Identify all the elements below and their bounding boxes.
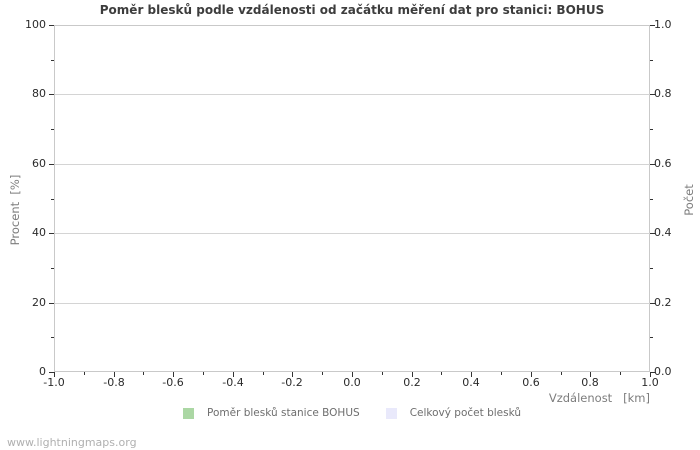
- y-tick-label-left: 20: [32, 296, 46, 309]
- x-minor-tick: [561, 372, 562, 375]
- x-major-tick: [173, 372, 174, 377]
- y-tick-label-left: 40: [32, 226, 46, 239]
- x-tick-label: 0.2: [403, 376, 421, 389]
- y-major-tick-right: [650, 25, 655, 26]
- x-major-tick: [412, 372, 413, 377]
- y-major-tick-right: [650, 372, 655, 373]
- x-tick-label: -1.0: [43, 376, 65, 389]
- x-tick-label: 0.4: [462, 376, 480, 389]
- x-minor-tick: [84, 372, 85, 375]
- y-minor-tick-right: [650, 268, 653, 269]
- y-minor-tick-right: [650, 337, 653, 338]
- x-minor-tick: [143, 372, 144, 375]
- x-minor-tick: [322, 372, 323, 375]
- legend-swatch-lavender: [385, 407, 397, 419]
- x-tick-label: -0.2: [281, 376, 303, 389]
- y-minor-tick-right: [650, 60, 653, 61]
- y-tick-label-right: 0.6: [654, 157, 672, 170]
- y-major-tick-left: [49, 94, 54, 95]
- y-minor-tick-left: [51, 337, 54, 338]
- x-minor-tick: [382, 372, 383, 375]
- x-minor-tick: [203, 372, 204, 375]
- gridline: [55, 303, 650, 304]
- y-major-tick-left: [49, 164, 54, 165]
- x-minor-tick: [501, 372, 502, 375]
- y-major-tick-left: [49, 303, 54, 304]
- x-tick-label: 0.8: [581, 376, 599, 389]
- x-tick-label: -0.6: [162, 376, 184, 389]
- x-tick-label: 1.0: [641, 376, 659, 389]
- y-axis-label-right: Počet: [682, 184, 696, 216]
- x-major-tick: [590, 372, 591, 377]
- x-major-tick: [471, 372, 472, 377]
- y-major-tick-right: [650, 303, 655, 304]
- gridline: [55, 94, 650, 95]
- legend-label-total: Celkový počet blesků: [409, 407, 521, 419]
- y-tick-label-right: 0.8: [654, 87, 672, 100]
- x-tick-label: -0.4: [222, 376, 244, 389]
- legend-swatch-green: [183, 407, 194, 419]
- y-major-tick-left: [49, 372, 54, 373]
- x-tick-label: 0.0: [343, 376, 361, 389]
- x-major-tick: [531, 372, 532, 377]
- x-axis-label: Vzdálenost [km]: [548, 391, 650, 405]
- y-major-tick-left: [49, 25, 54, 26]
- y-tick-label-right: 1.0: [654, 18, 672, 31]
- x-major-tick: [114, 372, 115, 377]
- legend-item-total: Celkový počet blesků: [385, 407, 521, 419]
- y-tick-label-right: 0.2: [654, 296, 672, 309]
- chart-title: Poměr blesků podle vzdálenosti od začátk…: [99, 3, 605, 17]
- legend: Poměr blesků stanice BOHUS Celkový počet…: [54, 407, 650, 419]
- plot-area: [54, 25, 650, 372]
- y-minor-tick-right: [650, 129, 653, 130]
- y-tick-label-left: 0: [39, 365, 46, 378]
- y-minor-tick-left: [51, 60, 54, 61]
- y-tick-label-left: 60: [32, 157, 46, 170]
- y-tick-label-right: 0.4: [654, 226, 672, 239]
- y-minor-tick-right: [650, 199, 653, 200]
- x-major-tick: [352, 372, 353, 377]
- x-major-tick: [233, 372, 234, 377]
- y-major-tick-right: [650, 233, 655, 234]
- watermark-text: www.lightningmaps.org: [7, 436, 137, 449]
- y-major-tick-right: [650, 164, 655, 165]
- y-minor-tick-left: [51, 199, 54, 200]
- y-tick-label-left: 80: [32, 87, 46, 100]
- legend-label-ratio: Poměr blesků stanice BOHUS: [207, 407, 360, 419]
- y-minor-tick-left: [51, 268, 54, 269]
- y-minor-tick-left: [51, 129, 54, 130]
- gridline: [55, 233, 650, 234]
- y-tick-label-left: 100: [25, 18, 46, 31]
- gridline: [55, 164, 650, 165]
- x-tick-label: 0.6: [522, 376, 540, 389]
- x-minor-tick: [620, 372, 621, 375]
- x-tick-label: -0.8: [103, 376, 125, 389]
- legend-item-ratio: Poměr blesků stanice BOHUS: [183, 407, 360, 419]
- x-major-tick: [292, 372, 293, 377]
- y-tick-label-right: 0.0: [654, 365, 672, 378]
- x-minor-tick: [441, 372, 442, 375]
- y-major-tick-left: [49, 233, 54, 234]
- y-major-tick-right: [650, 94, 655, 95]
- x-minor-tick: [263, 372, 264, 375]
- x-major-tick: [650, 372, 651, 377]
- x-major-tick: [54, 372, 55, 377]
